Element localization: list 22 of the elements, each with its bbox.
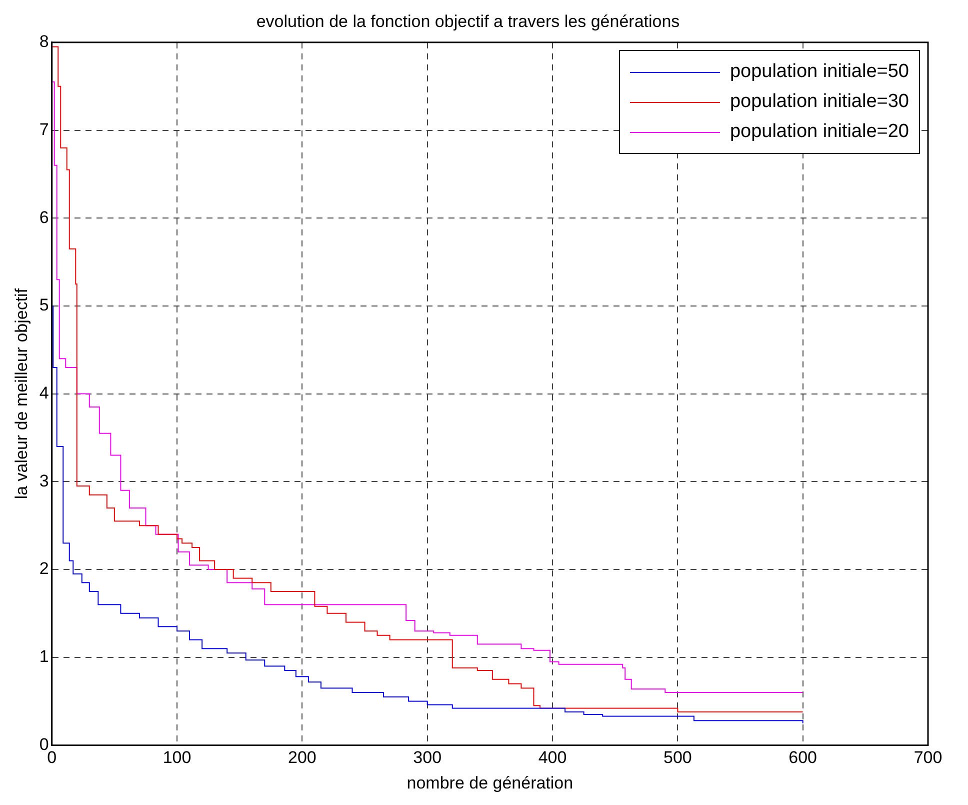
legend-label: population initiale=20	[730, 121, 909, 144]
y-tick-label: 5	[39, 296, 49, 315]
x-tick-label: 700	[914, 748, 942, 768]
y-tick-label: 2	[39, 559, 49, 578]
x-tick-label: 300	[413, 748, 442, 768]
y-tick-label: 1	[39, 647, 49, 666]
y-axis-title: la valeur de meilleur objectif	[12, 288, 31, 500]
x-tick-label: 200	[288, 748, 316, 768]
x-axis-title: nombre de génération	[406, 773, 574, 792]
y-tick-label: 6	[39, 208, 49, 227]
y-tick-label: 4	[39, 383, 49, 402]
x-tick-label: 100	[162, 748, 192, 768]
y-tick-label: 7	[39, 120, 49, 139]
legend-label: population initiale=30	[730, 91, 909, 114]
x-tick-label: 400	[538, 748, 567, 768]
legend-label: population initiale=50	[730, 61, 909, 84]
x-tick-label: 600	[788, 748, 818, 768]
y-tick-label: 3	[39, 471, 49, 490]
y-tick-label: 8	[39, 32, 49, 52]
y-tick-label: 0	[39, 734, 49, 754]
chart-title: evolution de la fonction objectif a travers les générations	[256, 12, 680, 31]
x-tick-label: 500	[663, 748, 692, 768]
